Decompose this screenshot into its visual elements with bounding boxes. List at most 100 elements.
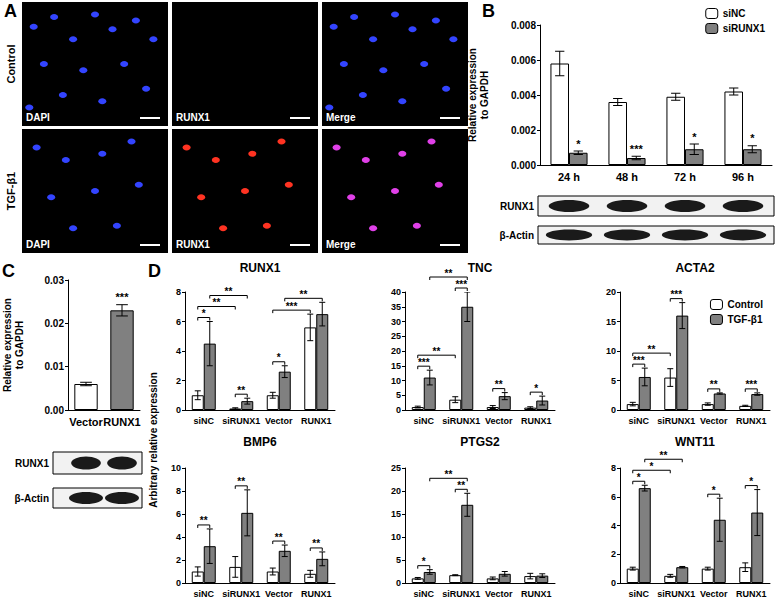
svg-text:24 h: 24 h	[558, 171, 580, 183]
svg-text:**: **	[457, 480, 465, 491]
svg-text:8: 8	[611, 463, 616, 473]
svg-text:TGF-β1: TGF-β1	[5, 172, 17, 211]
svg-text:*: *	[749, 476, 753, 487]
svg-text:siRUNX1: siRUNX1	[222, 589, 260, 599]
svg-text:0: 0	[176, 405, 181, 415]
svg-text:30: 30	[391, 317, 401, 327]
svg-text:Relative expression: Relative expression	[467, 48, 478, 142]
svg-text:*: *	[534, 383, 538, 394]
svg-text:**: **	[445, 469, 453, 480]
svg-text:B: B	[482, 1, 495, 21]
svg-text:Vector: Vector	[69, 416, 103, 428]
svg-text:5: 5	[611, 376, 616, 386]
svg-text:**: **	[648, 344, 656, 355]
svg-text:0.02: 0.02	[45, 318, 65, 329]
svg-text:siNC: siNC	[723, 8, 746, 19]
svg-text:siRUNX1: siRUNX1	[657, 416, 695, 426]
svg-text:siRUNX1: siRUNX1	[442, 589, 480, 599]
svg-text:2: 2	[611, 549, 616, 559]
svg-text:*: *	[712, 485, 716, 496]
svg-text:β-Actin: β-Actin	[500, 230, 534, 241]
svg-text:siNC: siNC	[628, 416, 649, 426]
svg-text:20: 20	[391, 346, 401, 356]
svg-text:***: ***	[670, 289, 682, 300]
svg-text:20: 20	[391, 486, 401, 496]
svg-text:0.006: 0.006	[511, 55, 536, 66]
svg-text:4: 4	[611, 521, 616, 531]
svg-text:***: ***	[418, 357, 430, 368]
svg-text:2: 2	[176, 376, 181, 386]
svg-text:Merge: Merge	[326, 112, 356, 123]
svg-text:siRUNX1: siRUNX1	[222, 416, 260, 426]
svg-text:Vector: Vector	[265, 416, 293, 426]
svg-text:*: *	[277, 352, 281, 363]
svg-text:35: 35	[391, 302, 401, 312]
svg-text:0.00: 0.00	[45, 405, 65, 416]
svg-text:2: 2	[176, 555, 181, 565]
svg-text:5: 5	[396, 555, 401, 565]
svg-text:***: ***	[286, 301, 298, 312]
svg-text:Merge: Merge	[326, 239, 356, 250]
svg-text:WNT11: WNT11	[675, 435, 715, 449]
svg-text:0.008: 0.008	[511, 20, 536, 31]
svg-text:Control: Control	[727, 299, 763, 310]
svg-text:Relative expression: Relative expression	[2, 298, 13, 392]
svg-text:*: *	[422, 556, 426, 567]
svg-text:to GAPDH: to GAPDH	[14, 321, 25, 369]
svg-text:48 h: 48 h	[616, 171, 638, 183]
svg-text:4: 4	[176, 346, 181, 356]
svg-text:RUNX1: RUNX1	[301, 589, 332, 599]
svg-text:RUNX1: RUNX1	[521, 416, 552, 426]
svg-text:0.01: 0.01	[45, 361, 65, 372]
svg-text:TNC: TNC	[468, 261, 493, 275]
svg-text:siRUNX1: siRUNX1	[442, 416, 480, 426]
svg-text:**: **	[237, 476, 245, 487]
svg-text:4: 4	[176, 532, 181, 542]
svg-text:0: 0	[396, 578, 401, 588]
svg-text:β-Actin: β-Actin	[15, 493, 49, 504]
svg-text:Vector: Vector	[485, 416, 513, 426]
svg-text:6: 6	[176, 317, 181, 327]
svg-text:RUNX1: RUNX1	[736, 589, 767, 599]
svg-text:**: **	[660, 450, 668, 461]
svg-text:PTGS2: PTGS2	[460, 435, 500, 449]
svg-text:6: 6	[611, 492, 616, 502]
svg-text:siNC: siNC	[193, 589, 214, 599]
svg-text:**: **	[300, 289, 308, 300]
svg-text:**: **	[433, 346, 441, 357]
svg-text:**: **	[200, 515, 208, 526]
svg-text:6: 6	[176, 509, 181, 519]
svg-text:Arbitrary relative expression: Arbitrary relative expression	[148, 372, 159, 508]
svg-text:10: 10	[171, 463, 181, 473]
svg-text:Vector: Vector	[265, 589, 293, 599]
svg-text:72 h: 72 h	[674, 171, 696, 183]
svg-text:*: *	[650, 461, 654, 472]
svg-text:0.03: 0.03	[45, 275, 65, 286]
svg-text:25: 25	[391, 331, 401, 341]
svg-text:RUNX1: RUNX1	[240, 261, 281, 275]
svg-text:Vector: Vector	[700, 416, 728, 426]
svg-text:10: 10	[391, 532, 401, 542]
svg-text:Vector: Vector	[700, 589, 728, 599]
svg-text:C: C	[2, 261, 15, 281]
svg-text:ACTA2: ACTA2	[675, 261, 714, 275]
svg-text:***: ***	[745, 379, 757, 390]
svg-text:15: 15	[391, 361, 401, 371]
svg-text:15: 15	[391, 509, 401, 519]
svg-text:96 h: 96 h	[732, 171, 754, 183]
svg-text:15: 15	[606, 317, 616, 327]
svg-text:A: A	[4, 1, 17, 21]
svg-text:**: **	[275, 532, 283, 543]
svg-text:5: 5	[396, 390, 401, 400]
svg-text:**: **	[495, 379, 503, 390]
svg-text:40: 40	[391, 287, 401, 297]
svg-text:0: 0	[176, 578, 181, 588]
svg-text:10: 10	[606, 346, 616, 356]
svg-text:**: **	[710, 379, 718, 390]
svg-text:RUNX1: RUNX1	[301, 416, 332, 426]
svg-text:DAPI: DAPI	[26, 112, 50, 123]
svg-text:*: *	[637, 472, 641, 483]
svg-text:siNC: siNC	[413, 589, 434, 599]
svg-text:0: 0	[611, 578, 616, 588]
svg-text:**: **	[312, 538, 320, 549]
